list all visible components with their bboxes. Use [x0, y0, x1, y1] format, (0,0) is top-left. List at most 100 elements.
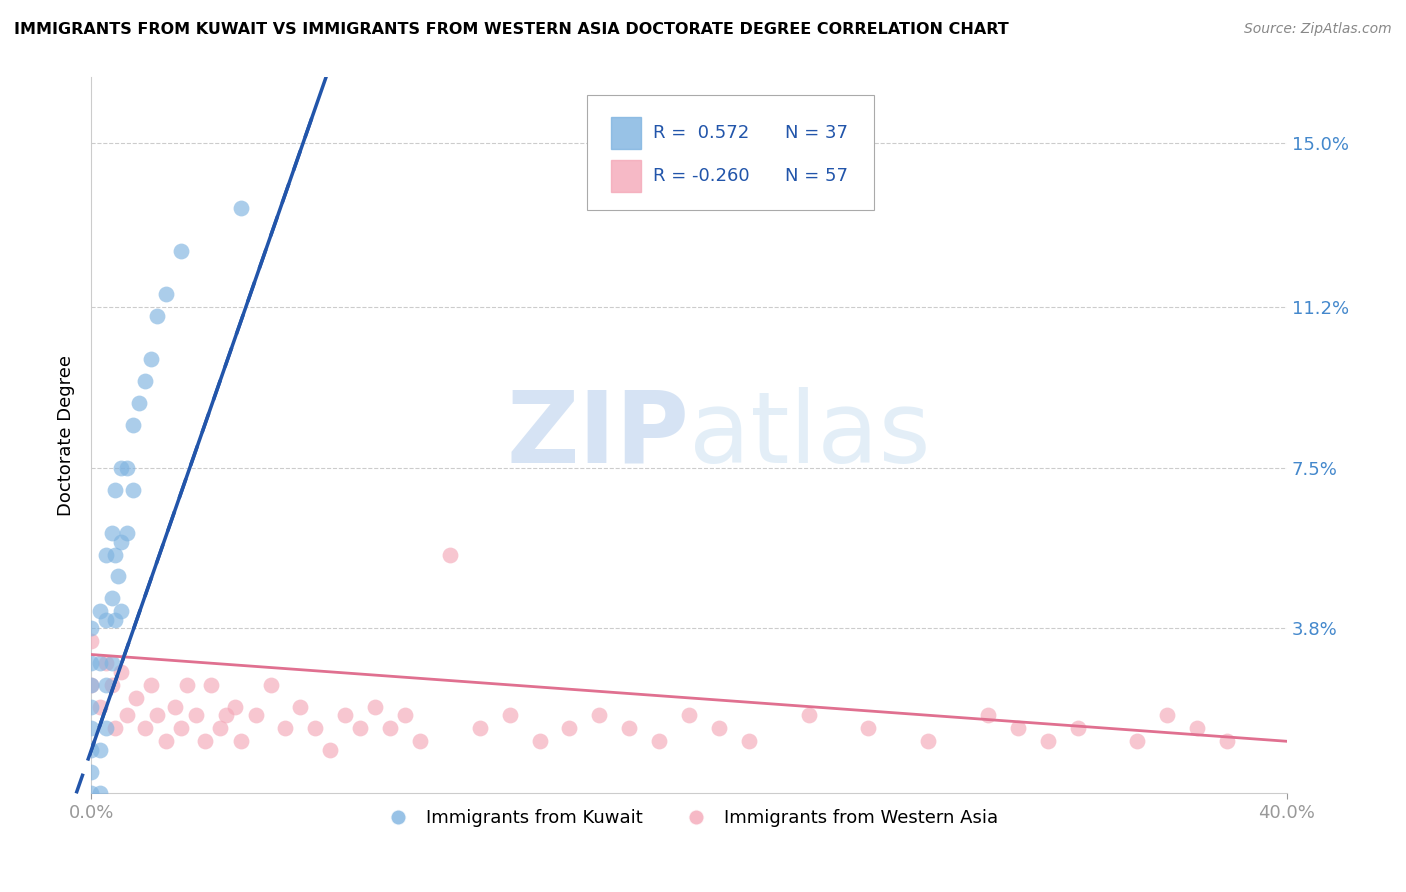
Point [858, 721, 880, 735]
Point [208, 721, 231, 735]
Point [184, 708, 207, 723]
Point [917, 734, 939, 748]
Point [110, 461, 132, 475]
Text: atlas: atlas [689, 387, 931, 483]
Point [304, 721, 326, 735]
Point [104, 483, 127, 497]
Text: ZIP: ZIP [506, 387, 689, 483]
Point [89, 656, 111, 670]
Point [115, 708, 138, 723]
Point [335, 708, 357, 723]
Point [678, 708, 700, 723]
Point [80, 678, 103, 692]
Point [378, 721, 401, 735]
Point [80, 764, 103, 779]
Point [229, 201, 252, 215]
Point [558, 721, 581, 735]
Point [529, 734, 551, 748]
Point [101, 526, 124, 541]
Point [80, 721, 103, 735]
Point [200, 678, 222, 692]
Point [394, 708, 416, 723]
Point [176, 678, 198, 692]
Point [115, 526, 138, 541]
Point [101, 591, 124, 606]
Point [110, 604, 132, 618]
Point [498, 708, 520, 723]
Point [468, 721, 491, 735]
Point [134, 374, 156, 388]
Point [215, 708, 238, 723]
Point [290, 699, 312, 714]
Point [977, 708, 1000, 723]
Point [89, 699, 111, 714]
Point [349, 721, 371, 735]
Point [619, 721, 641, 735]
Point [224, 699, 246, 714]
Point [80, 656, 103, 670]
Point [797, 708, 820, 723]
Text: R = -0.260: R = -0.260 [654, 167, 749, 185]
Point [101, 678, 124, 692]
Text: IMMIGRANTS FROM KUWAIT VS IMMIGRANTS FROM WESTERN ASIA DOCTORATE DEGREE CORRELAT: IMMIGRANTS FROM KUWAIT VS IMMIGRANTS FRO… [14, 22, 1010, 37]
Point [170, 721, 193, 735]
Point [1156, 708, 1178, 723]
Point [94, 613, 117, 627]
Bar [612, 160, 641, 192]
Point [146, 309, 169, 323]
Point [89, 604, 111, 618]
Point [1066, 721, 1088, 735]
Point [738, 734, 761, 748]
Point [101, 656, 124, 670]
Point [94, 656, 117, 670]
Point [139, 352, 162, 367]
Point [139, 678, 162, 692]
Point [89, 743, 111, 757]
Text: Source: ZipAtlas.com: Source: ZipAtlas.com [1244, 22, 1392, 37]
Text: N = 37: N = 37 [785, 124, 848, 142]
Point [274, 721, 297, 735]
Point [1126, 734, 1149, 748]
Point [104, 721, 127, 735]
Point [80, 786, 103, 800]
Point [110, 534, 132, 549]
Point [110, 665, 132, 679]
Point [155, 734, 177, 748]
Point [104, 548, 127, 562]
Point [1007, 721, 1029, 735]
Point [80, 634, 103, 648]
Point [115, 461, 138, 475]
Y-axis label: Doctorate Degree: Doctorate Degree [58, 355, 75, 516]
Point [163, 699, 186, 714]
Point [80, 622, 103, 636]
Point [107, 569, 129, 583]
Point [1216, 734, 1239, 748]
Text: N = 57: N = 57 [785, 167, 848, 185]
Legend: Immigrants from Kuwait, Immigrants from Western Asia: Immigrants from Kuwait, Immigrants from … [373, 802, 1005, 834]
Point [170, 244, 193, 258]
Point [146, 708, 169, 723]
Point [194, 734, 217, 748]
Point [80, 699, 103, 714]
Point [94, 721, 117, 735]
Point [409, 734, 432, 748]
Point [364, 699, 387, 714]
FancyBboxPatch shape [588, 95, 875, 210]
Point [128, 396, 150, 410]
Point [80, 678, 103, 692]
Bar [612, 117, 641, 149]
Point [122, 483, 145, 497]
Point [1036, 734, 1059, 748]
Point [319, 743, 342, 757]
Text: R =  0.572: R = 0.572 [654, 124, 749, 142]
Point [80, 743, 103, 757]
Point [245, 708, 267, 723]
Point [588, 708, 610, 723]
Point [648, 734, 671, 748]
Point [439, 548, 461, 562]
Point [259, 678, 281, 692]
Point [89, 786, 111, 800]
Point [94, 548, 117, 562]
Point [229, 734, 252, 748]
Point [94, 678, 117, 692]
